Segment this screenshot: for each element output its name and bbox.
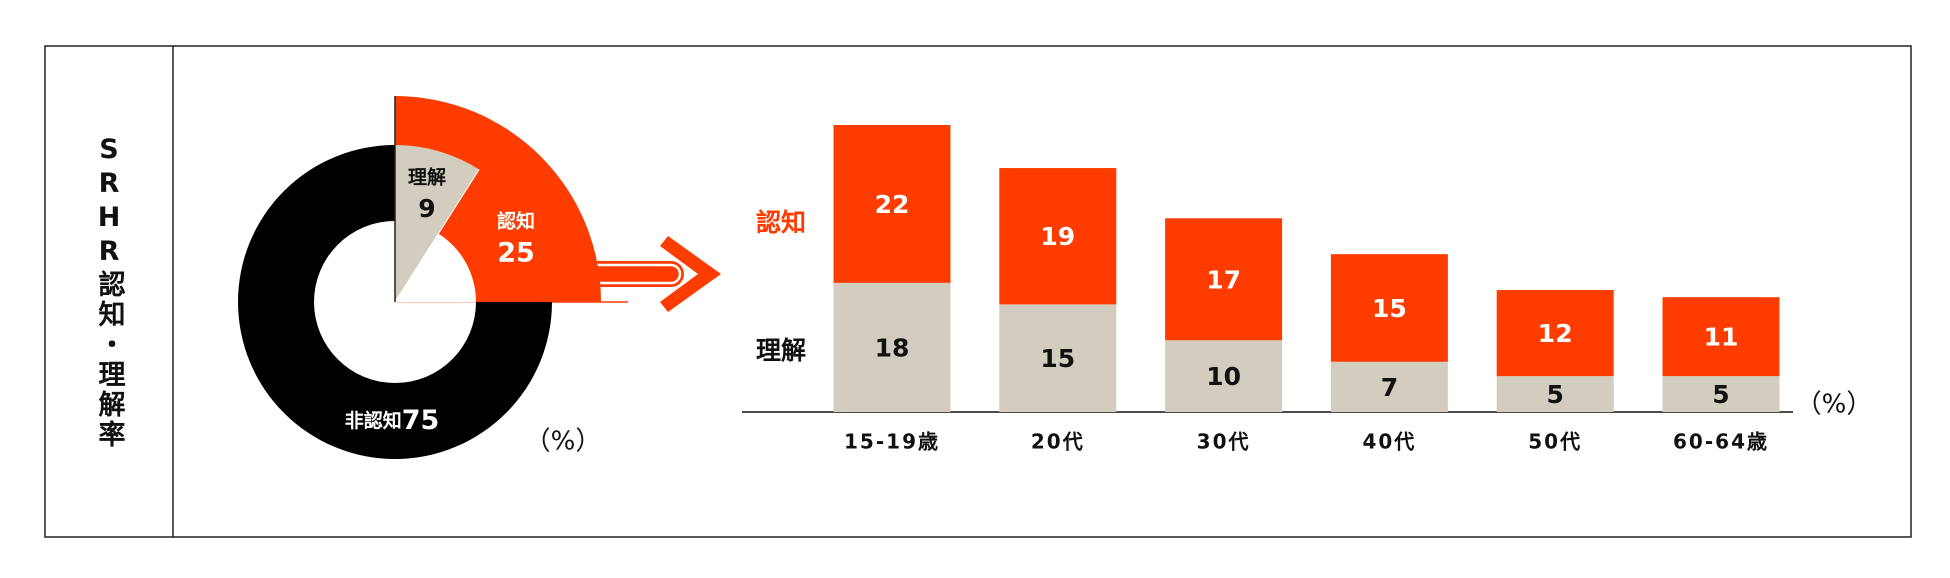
x-tick-label: 30代 <box>1197 430 1251 454</box>
donut-segment <box>395 145 480 302</box>
value-label: 5 <box>1546 380 1563 409</box>
value-label: 7 <box>1381 373 1398 402</box>
donut-value: 25 <box>497 238 535 269</box>
donut-label: 認知 <box>497 210 535 233</box>
bar <box>999 168 1117 305</box>
bar <box>833 282 951 412</box>
value-label: 12 <box>1538 319 1573 348</box>
legend-label: 認知 <box>756 208 806 237</box>
value-label: 15 <box>1372 294 1407 323</box>
bar <box>1330 361 1448 412</box>
donut-label: 非認知75 <box>345 405 440 436</box>
value-label: 15 <box>1040 344 1075 373</box>
frame <box>44 45 1912 538</box>
value-label: 18 <box>875 333 910 362</box>
x-tick-label: 15-19歳 <box>844 430 940 454</box>
donut-segment <box>237 145 552 459</box>
value: 75 <box>402 405 440 436</box>
x-tick-label: 40代 <box>1362 430 1416 454</box>
donut-label: 理解 <box>408 166 446 189</box>
unit: （%） <box>525 427 602 457</box>
donut-hole <box>395 233 476 302</box>
bar <box>1330 254 1448 362</box>
bar <box>1165 340 1283 412</box>
bar <box>1496 290 1614 377</box>
category: 非認知 <box>345 409 402 432</box>
x-tick-label: 20代 <box>1031 430 1085 454</box>
value-label: 11 <box>1704 323 1739 352</box>
donut-line <box>394 169 480 303</box>
legend-label: 理解 <box>756 336 806 365</box>
bar <box>1496 376 1614 412</box>
x-tick-label: 60-64歳 <box>1673 430 1769 454</box>
unit: （%） <box>1796 390 1873 420</box>
bar <box>1165 218 1283 341</box>
bar <box>833 125 951 283</box>
donut: 理解 9 認知 25 非認知75 （%） <box>237 96 602 459</box>
donut-value: 9 <box>418 194 435 223</box>
value-label: 22 <box>875 190 910 219</box>
bar <box>1662 376 1780 412</box>
bar <box>1662 297 1780 377</box>
title: SRHR認知・理解率 <box>93 133 125 450</box>
value-label: 5 <box>1712 380 1729 409</box>
value-label: 19 <box>1040 222 1075 251</box>
title-box: SRHR認知・理解率 <box>45 46 173 537</box>
value-label: 10 <box>1206 362 1241 391</box>
x-tick-label: 50代 <box>1528 430 1582 454</box>
value-label: 17 <box>1206 265 1241 294</box>
bar-chart: 18 15 10 7 5 5 22 19 17 15 12 11 15-19歳 20代 30代 40代 50代 6… <box>742 125 1872 454</box>
bar <box>999 304 1117 412</box>
